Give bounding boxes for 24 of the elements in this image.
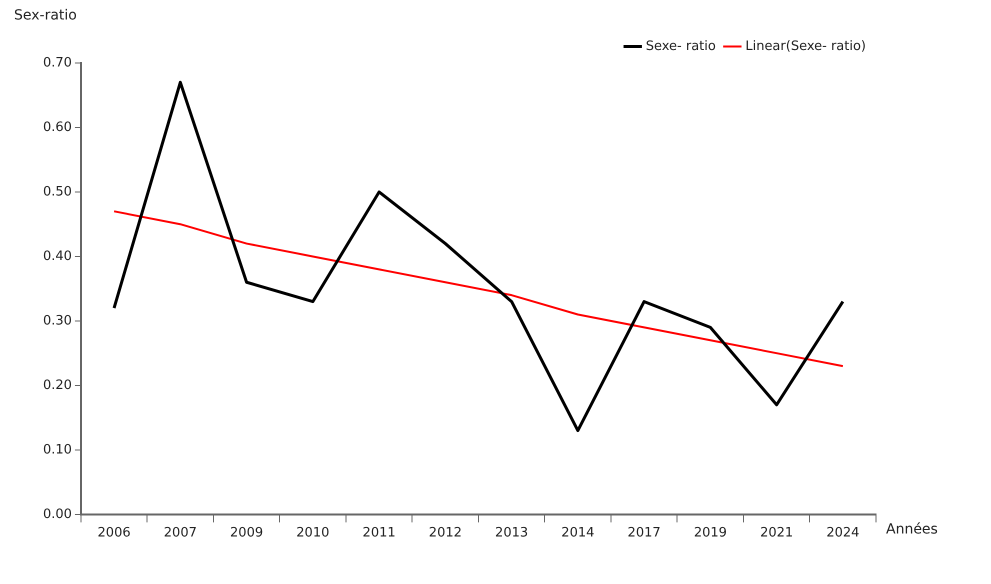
x-tick-label: 2021: [760, 526, 794, 541]
x-tick-label: 2007: [164, 526, 197, 541]
y-tick-label: 0.10: [42, 442, 72, 458]
x-tick-label: 2013: [495, 526, 528, 541]
x-tick-label: 2024: [826, 526, 860, 541]
y-axis-title: Sex-ratio: [14, 8, 77, 24]
x-tick-label: 2011: [362, 526, 396, 541]
y-tick-label: 0.00: [42, 506, 72, 522]
x-tick-label: 2010: [296, 526, 330, 541]
y-tick-label: 0.70: [42, 55, 72, 70]
y-tick-label: 0.50: [42, 184, 72, 200]
x-tick-label: 2017: [628, 526, 661, 541]
legend-label: Sexe- ratio: [646, 38, 716, 54]
y-tick-label: 0.30: [42, 313, 72, 328]
x-tick-label: 2014: [561, 526, 594, 541]
y-tick-label: 0.40: [42, 248, 72, 264]
x-tick-label: 2012: [428, 526, 462, 541]
x-tick-label: 2006: [98, 526, 131, 541]
x-tick-label: 2019: [694, 526, 727, 541]
x-axis-title: Années: [886, 522, 938, 538]
x-tick-label: 2009: [230, 526, 264, 541]
y-tick-label: 0.20: [42, 378, 72, 393]
legend-label: Linear(Sexe- ratio): [745, 38, 866, 54]
y-tick-label: 0.60: [42, 120, 72, 135]
